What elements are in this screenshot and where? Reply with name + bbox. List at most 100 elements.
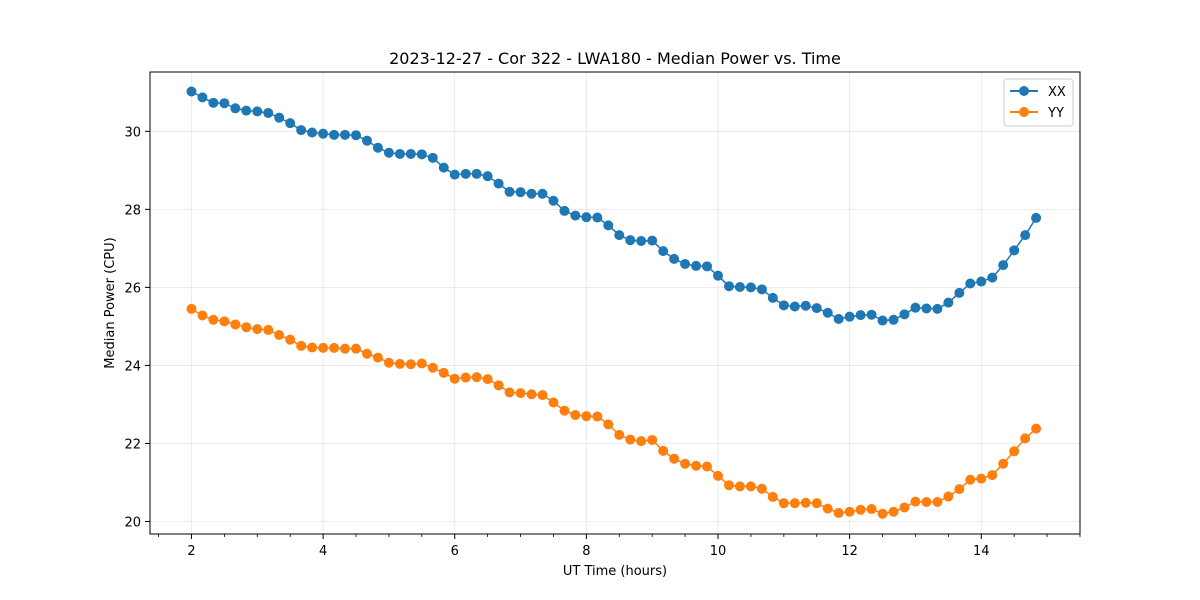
series-xx-point: [669, 253, 680, 264]
series-xx-point: [230, 103, 241, 114]
series-yy-point: [866, 504, 877, 515]
series-yy-point: [559, 405, 570, 416]
legend-xx-marker: [1019, 86, 1029, 96]
series-yy-point: [504, 387, 515, 398]
series-xx-point: [680, 258, 691, 269]
series-xx-point: [362, 135, 372, 146]
series-yy-point: [855, 504, 866, 515]
series-yy-point: [998, 458, 1009, 469]
series-yy-point: [570, 409, 581, 420]
series-xx-point: [778, 300, 789, 311]
series-yy-point: [362, 348, 372, 359]
legend: XX YY: [1003, 78, 1074, 127]
series-yy-point: [800, 497, 811, 508]
y-tick-label: 24: [124, 359, 141, 374]
series-xx-point: [987, 272, 998, 283]
series-xx-point: [296, 125, 307, 136]
series-xx-point: [899, 309, 910, 320]
series-yy-point: [197, 310, 208, 321]
series-xx-point: [877, 315, 888, 326]
series-xx-point: [219, 98, 230, 109]
series-xx-point: [504, 186, 515, 197]
series-yy-point: [767, 491, 778, 502]
series-yy-point: [702, 461, 713, 472]
series-xx-point: [636, 235, 647, 246]
series-xx-point: [833, 313, 844, 324]
series-xx-point: [394, 148, 405, 159]
y-tick-label: 30: [124, 125, 141, 140]
series-xx-point: [855, 310, 866, 321]
series-xx-point: [285, 118, 296, 129]
series-yy-point: [427, 362, 438, 373]
series-yy-point: [438, 367, 449, 378]
series-yy-point: [526, 389, 537, 400]
series-xx-point: [844, 311, 855, 322]
series-xx-point: [197, 92, 208, 103]
series-yy-point: [285, 334, 296, 345]
series-xx-point: [592, 212, 603, 223]
series-xx-point: [208, 97, 219, 108]
y-tick-label: 28: [124, 203, 141, 218]
x-axis-label: UT Time (hours): [563, 564, 667, 579]
series-xx-point: [383, 147, 394, 158]
x-tick-label: 14: [973, 544, 990, 559]
series-xx-point: [921, 303, 932, 314]
series-yy-point: [537, 390, 548, 401]
series-xx-point: [910, 302, 921, 313]
series-xx-point: [625, 235, 636, 246]
series-xx-point: [998, 260, 1009, 271]
series-yy-point: [987, 470, 998, 481]
series-xx-point: [603, 220, 614, 231]
series-xx-point: [822, 307, 833, 318]
series-xx-point: [614, 230, 625, 241]
series-yy-point: [1031, 423, 1042, 434]
series-xx-point: [340, 129, 351, 140]
series-xx-point: [800, 300, 811, 311]
series-yy-point: [471, 372, 482, 383]
series-xx-point: [559, 205, 570, 216]
series-xx-point: [811, 303, 822, 314]
x-tick-label: 2: [187, 544, 195, 559]
series-yy-point: [822, 503, 833, 514]
series-yy-point: [603, 419, 614, 430]
series-xx-point: [438, 162, 449, 173]
series-yy-point: [954, 484, 965, 495]
plot-frame: [149, 71, 1081, 535]
series-yy-point: [745, 481, 756, 492]
series-xx-point: [581, 212, 592, 223]
series-xx-point: [186, 86, 197, 97]
series-xx-point: [307, 127, 318, 138]
series-xx-point: [252, 106, 263, 117]
series-yy-point: [625, 434, 636, 445]
series-yy-point: [482, 374, 493, 385]
x-tick-label: 10: [710, 544, 727, 559]
series-xx-point: [427, 152, 438, 163]
series-yy-point: [318, 342, 329, 353]
legend-yy-marker: [1019, 107, 1029, 117]
series-yy-point: [680, 458, 691, 469]
series-yy-point: [372, 352, 383, 363]
series-xx-point: [526, 188, 537, 199]
series-yy-point: [965, 474, 976, 485]
series-yy-point: [811, 498, 822, 509]
series-yy-point: [1020, 433, 1031, 444]
series-yy-point: [383, 357, 394, 368]
series-xx-point: [405, 148, 416, 159]
series-yy-point: [943, 491, 954, 502]
series-yy-point: [592, 411, 603, 422]
series-xx-point: [976, 276, 987, 287]
series-xx-point: [372, 142, 383, 153]
series-yy-point: [647, 434, 658, 445]
series-xx-point: [570, 210, 581, 221]
series-xx-point: [274, 112, 285, 123]
series-yy-point: [548, 397, 559, 408]
series-yy-point: [899, 502, 910, 513]
series-yy-point: [340, 343, 351, 354]
series-yy-point: [844, 506, 855, 517]
series-xx-point: [932, 303, 943, 314]
series-yy-point: [296, 340, 307, 351]
series-yy-point: [888, 506, 899, 517]
series-yy-point: [921, 497, 932, 508]
series-xx-point: [647, 235, 658, 246]
series-yy-point: [976, 473, 987, 484]
